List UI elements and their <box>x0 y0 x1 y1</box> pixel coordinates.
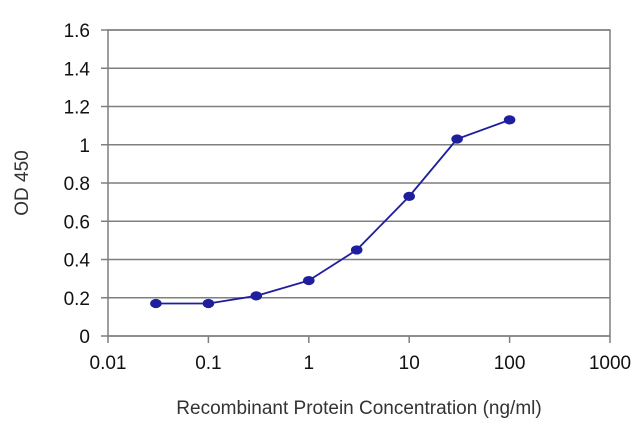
od450-data-point <box>150 298 162 309</box>
od450-data-point <box>503 115 516 125</box>
y-tick-label: 0 <box>79 327 90 348</box>
y-axis-label: OD 450 <box>12 150 33 215</box>
grid-layer <box>108 29 610 337</box>
x-tick-label: 1 <box>304 353 315 374</box>
y-tick-label: 1.6 <box>64 21 90 42</box>
y-tick-label: 0.6 <box>64 212 90 233</box>
y-tick-label: 0.4 <box>64 251 91 272</box>
od450-data-point <box>451 134 463 144</box>
od450-series-line <box>155 118 511 305</box>
x-tick-label: 10 <box>399 353 420 374</box>
y-tick-label: 0.2 <box>64 289 90 310</box>
y-tick-label: 1.2 <box>64 98 90 119</box>
y-tick-label: 1.4 <box>64 59 91 80</box>
x-tick-label: 100 <box>494 353 526 374</box>
x-axis-label: Recombinant Protein Concentration (ng/ml… <box>176 398 541 419</box>
series-layer <box>150 115 516 309</box>
axis-layer <box>101 29 611 343</box>
x-tick-label: 0.1 <box>195 353 221 374</box>
y-tick-label: 0.8 <box>64 174 90 195</box>
od450-data-point <box>250 291 263 301</box>
y-tick-label: 1 <box>79 136 90 157</box>
x-tick-label: 0.01 <box>90 353 127 374</box>
label-layer: 0 0.2 0.4 0.6 0.8 1 1.2 1.4 1.6 0.01 0.1 1 10 100 1000 <box>64 21 632 374</box>
x-tick-label: 1000 <box>589 353 631 374</box>
od450-data-point <box>303 275 315 286</box>
od450-data-point <box>403 191 416 201</box>
od450-data-point <box>350 245 363 255</box>
od450-data-point <box>202 298 215 309</box>
